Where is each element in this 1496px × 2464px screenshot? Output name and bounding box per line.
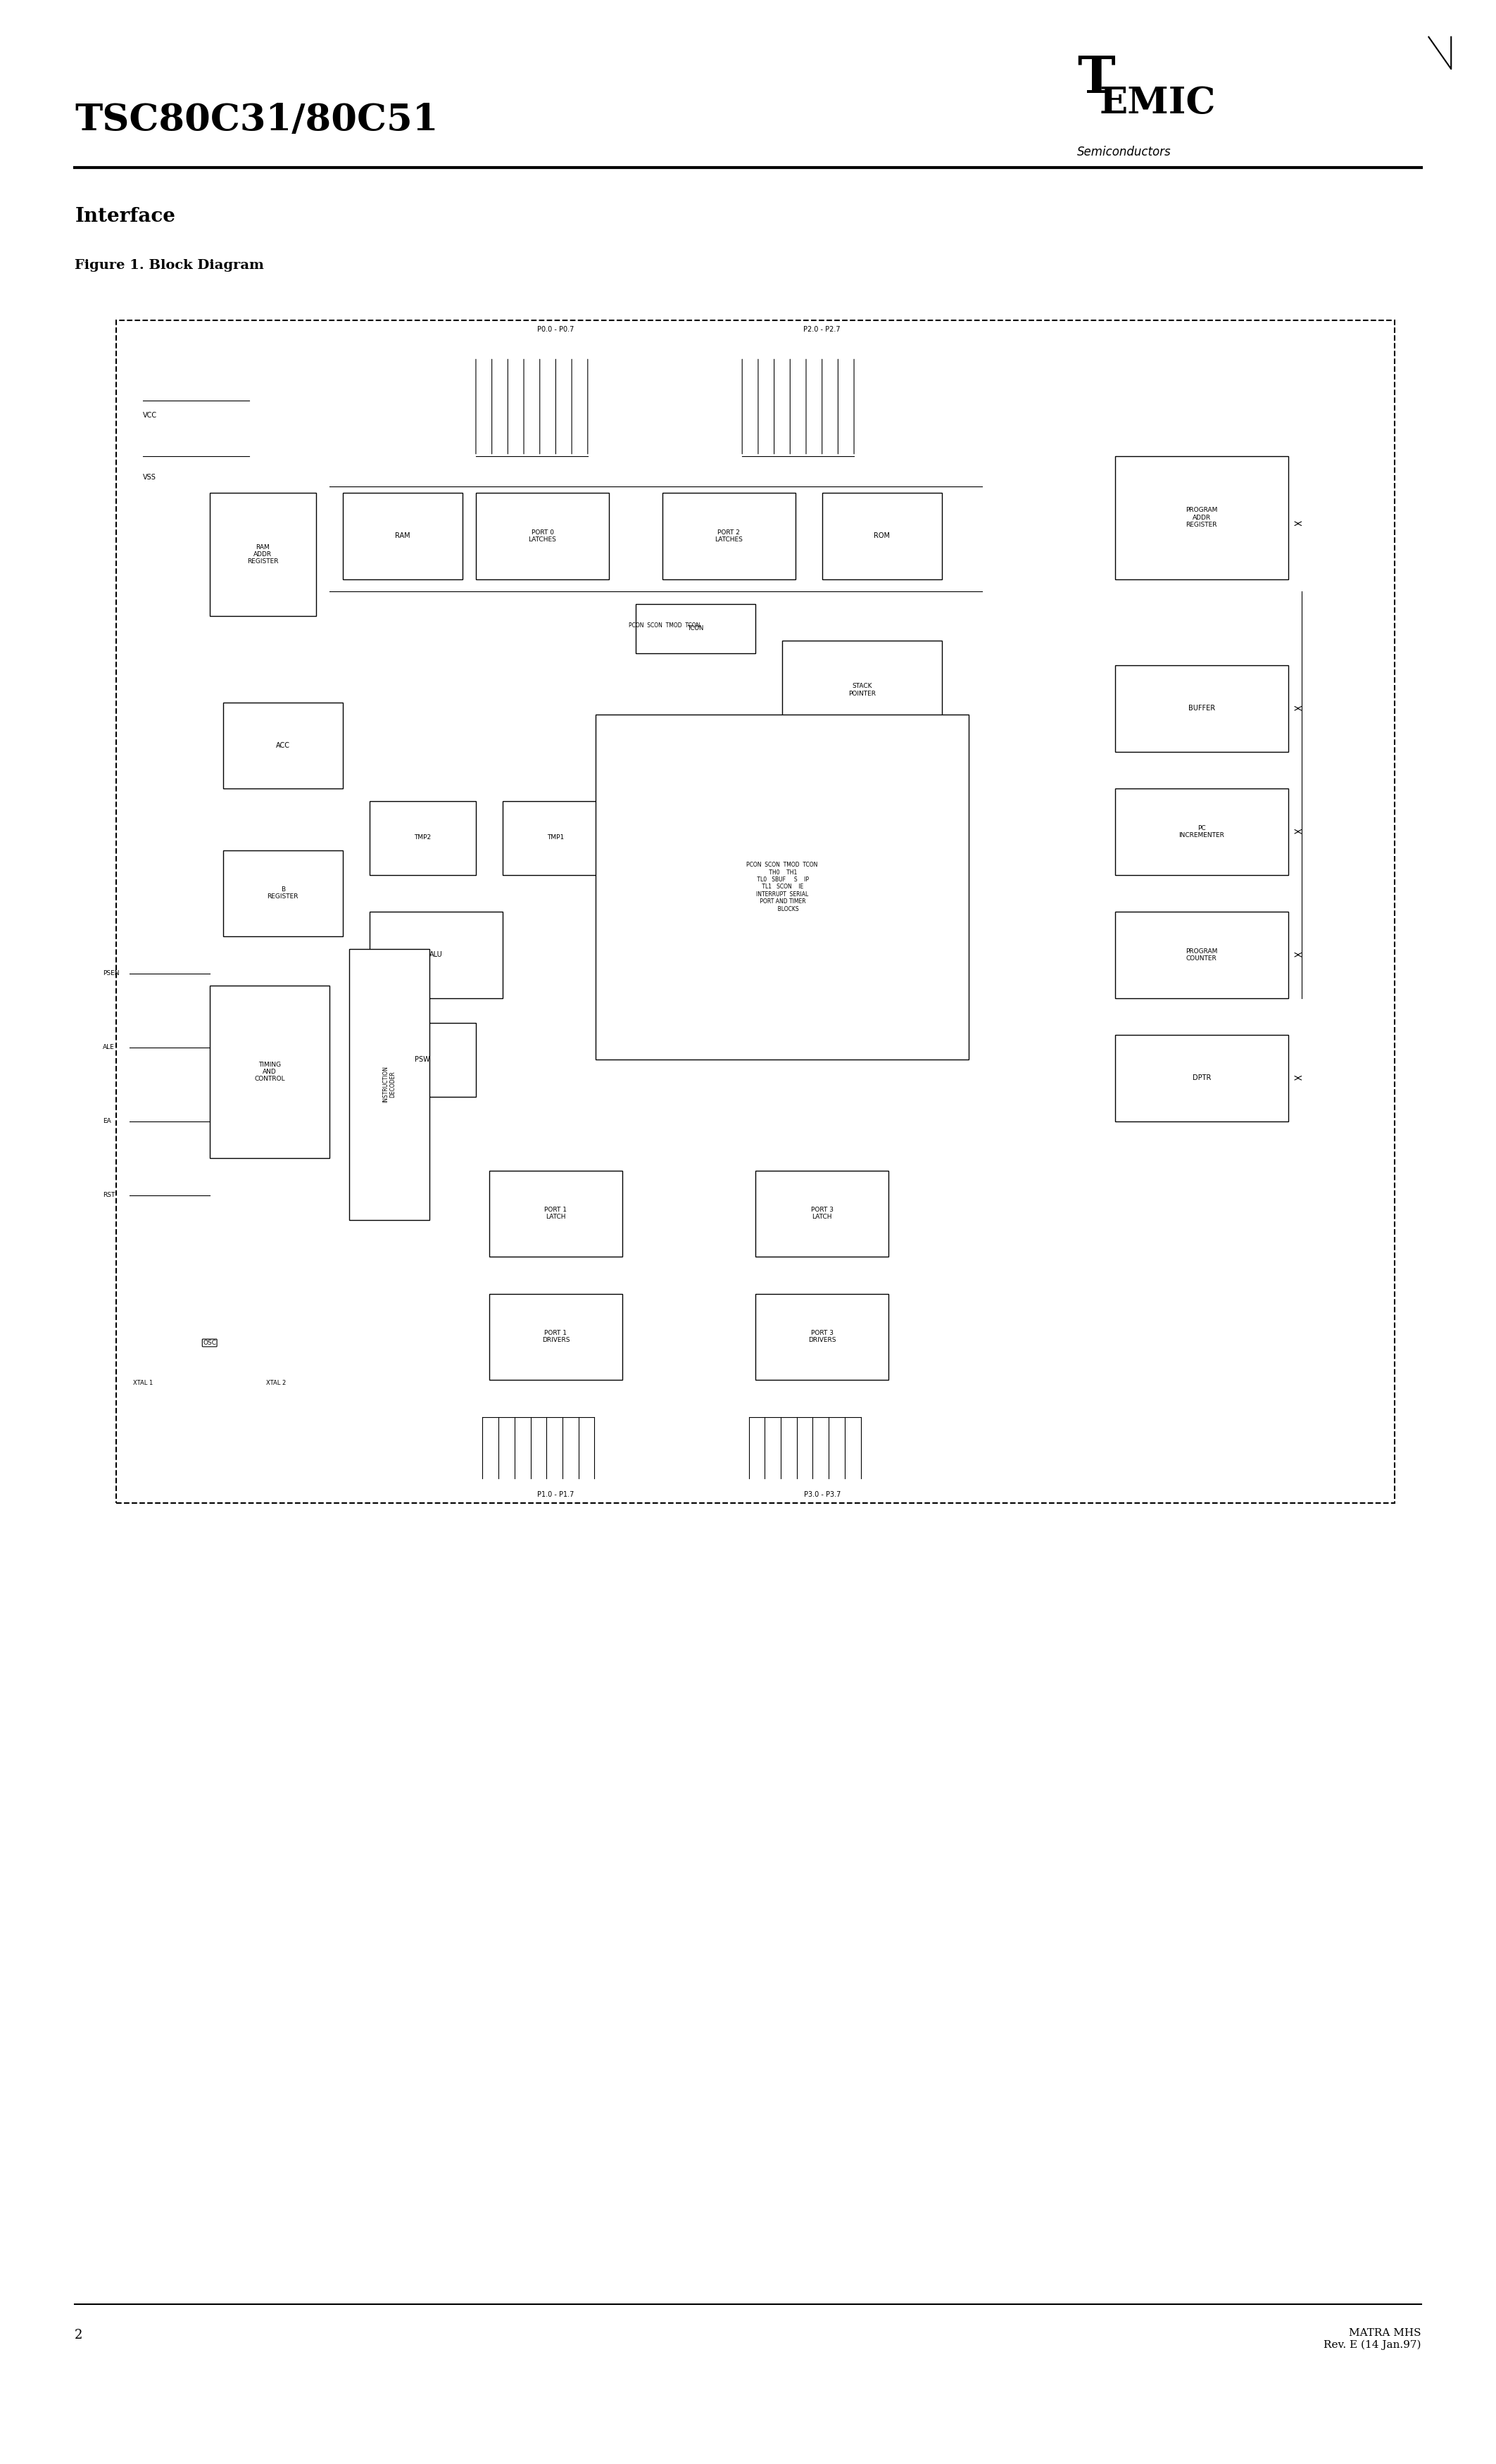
- Bar: [370, 801, 476, 875]
- Bar: [663, 493, 796, 579]
- Text: RST: RST: [103, 1193, 115, 1198]
- Text: PORT 3
LATCH: PORT 3 LATCH: [811, 1207, 833, 1220]
- Bar: [343, 493, 462, 579]
- Text: INSTRUCTION
DECODER: INSTRUCTION DECODER: [383, 1067, 396, 1101]
- Text: PROGRAM
COUNTER: PROGRAM COUNTER: [1185, 949, 1218, 961]
- Text: ALE: ALE: [103, 1045, 115, 1050]
- Text: BUFFER: BUFFER: [1188, 705, 1215, 712]
- Text: Figure 1. Block Diagram: Figure 1. Block Diagram: [75, 259, 265, 271]
- Text: OSC: OSC: [203, 1340, 217, 1345]
- Text: PORT 1
DRIVERS: PORT 1 DRIVERS: [542, 1331, 570, 1343]
- Text: B
REGISTER: B REGISTER: [268, 887, 299, 899]
- Bar: [636, 604, 755, 653]
- Bar: [755, 1294, 889, 1380]
- Text: P2.0 - P2.7: P2.0 - P2.7: [803, 325, 841, 333]
- Text: PCON  SCON  TMOD  TCON: PCON SCON TMOD TCON: [628, 621, 700, 628]
- Text: PORT 2
LATCHES: PORT 2 LATCHES: [715, 530, 744, 542]
- Text: EMIC: EMIC: [1100, 84, 1216, 121]
- Text: VCC: VCC: [144, 411, 157, 419]
- Text: 2: 2: [75, 2328, 82, 2341]
- Text: TSC80C31/80C51: TSC80C31/80C51: [75, 101, 438, 138]
- Text: P0.0 - P0.7: P0.0 - P0.7: [537, 325, 574, 333]
- Bar: [1115, 1035, 1288, 1121]
- Bar: [489, 1294, 622, 1380]
- Text: XTAL 1: XTAL 1: [133, 1380, 153, 1387]
- Bar: [223, 850, 343, 936]
- Bar: [209, 493, 316, 616]
- Text: PSW: PSW: [414, 1057, 431, 1062]
- Text: TIMING
AND
CONTROL: TIMING AND CONTROL: [254, 1062, 284, 1082]
- Bar: [350, 949, 429, 1220]
- Text: TMP2: TMP2: [414, 835, 431, 840]
- Text: DPTR: DPTR: [1192, 1074, 1210, 1082]
- Bar: [117, 320, 1394, 1503]
- Bar: [223, 702, 343, 788]
- Text: ALU: ALU: [429, 951, 443, 958]
- Text: MATRA MHS
Rev. E (14 Jan.97): MATRA MHS Rev. E (14 Jan.97): [1324, 2328, 1421, 2351]
- Bar: [1115, 456, 1288, 579]
- Text: EA: EA: [103, 1119, 111, 1124]
- Bar: [503, 801, 609, 875]
- Bar: [476, 493, 609, 579]
- Text: Interface: Interface: [75, 207, 175, 227]
- Bar: [370, 1023, 476, 1096]
- Bar: [782, 641, 942, 739]
- Text: RAM
ADDR
REGISTER: RAM ADDR REGISTER: [247, 545, 278, 564]
- Text: PC
INCREMENTER: PC INCREMENTER: [1179, 825, 1224, 838]
- Bar: [595, 715, 968, 1060]
- Text: PCON  SCON  TMOD  TCON
 TH0    TH1
 TL0   SBUF     S    IP
 TL1   SCON    IE
INT: PCON SCON TMOD TCON TH0 TH1 TL0 SBUF S I…: [747, 862, 818, 912]
- Text: ROM: ROM: [874, 532, 890, 540]
- Text: PROGRAM
ADDR
REGISTER: PROGRAM ADDR REGISTER: [1185, 508, 1218, 527]
- Text: XTAL 2: XTAL 2: [266, 1380, 286, 1387]
- Text: RAM: RAM: [395, 532, 410, 540]
- Text: Semiconductors: Semiconductors: [1077, 145, 1171, 158]
- Bar: [1115, 665, 1288, 752]
- Text: STACK
POINTER: STACK POINTER: [848, 683, 875, 697]
- Bar: [1115, 788, 1288, 875]
- Text: PSEN: PSEN: [103, 971, 120, 976]
- Text: P1.0 - P1.7: P1.0 - P1.7: [537, 1491, 574, 1498]
- Text: TCON: TCON: [687, 626, 703, 631]
- Bar: [823, 493, 942, 579]
- Text: VSS: VSS: [144, 473, 156, 480]
- Bar: [209, 986, 329, 1158]
- Text: PORT 1
LATCH: PORT 1 LATCH: [545, 1207, 567, 1220]
- Text: PORT 0
LATCHES: PORT 0 LATCHES: [528, 530, 557, 542]
- Text: TMP1: TMP1: [548, 835, 564, 840]
- Bar: [1115, 912, 1288, 998]
- Bar: [489, 1170, 622, 1257]
- Bar: [755, 1170, 889, 1257]
- Text: P3.0 - P3.7: P3.0 - P3.7: [803, 1491, 841, 1498]
- Bar: [370, 912, 503, 998]
- Text: PORT 3
DRIVERS: PORT 3 DRIVERS: [808, 1331, 836, 1343]
- Text: ACC: ACC: [275, 742, 290, 749]
- Text: T: T: [1077, 54, 1115, 103]
